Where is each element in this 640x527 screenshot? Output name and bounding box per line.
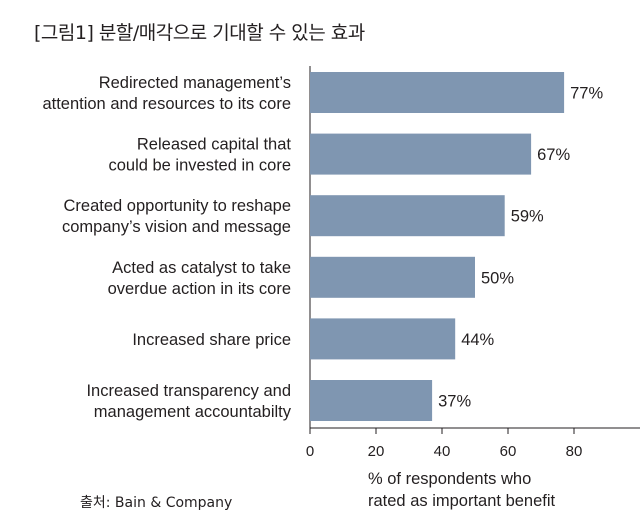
chart-title: [그림1] 분할/매각으로 기대할 수 있는 효과 [34,22,365,44]
category-label: could be invested in core [108,157,291,175]
category-label: Acted as catalyst to take [112,259,291,277]
category-label: Released capital that [137,136,292,154]
category-label: Increased share price [132,331,291,349]
data-label: 50% [481,269,514,287]
category-label: Redirected management’s [99,74,291,92]
category-label: Increased transparency and [86,382,291,400]
x-tick-label: 60 [500,443,517,460]
category-label: management accountabilty [94,403,292,421]
x-tick-label: 0 [306,443,314,460]
data-label: 77% [570,85,603,103]
data-label: 59% [511,208,544,226]
x-tick-label: 40 [434,443,451,460]
category-label: Created opportunity to reshape [64,197,291,215]
bar [310,72,565,113]
x-axis-label: % of respondents who [368,470,531,488]
data-label: 37% [438,393,471,411]
data-label: 67% [537,146,570,164]
category-label: attention and resources to its core [42,95,291,113]
bar [310,256,475,298]
bar [310,133,532,175]
category-label: overdue action in its core [108,280,291,298]
bar [310,195,505,237]
category-label: company’s vision and message [62,218,291,236]
data-label: 44% [461,331,494,349]
bar [310,318,456,360]
x-tick-label: 20 [368,443,385,460]
source-note: 출처: Bain & Company [80,495,233,511]
x-tick-label: 80 [566,443,583,460]
x-axis-label: rated as important benefit [368,492,556,510]
bar [310,380,433,421]
